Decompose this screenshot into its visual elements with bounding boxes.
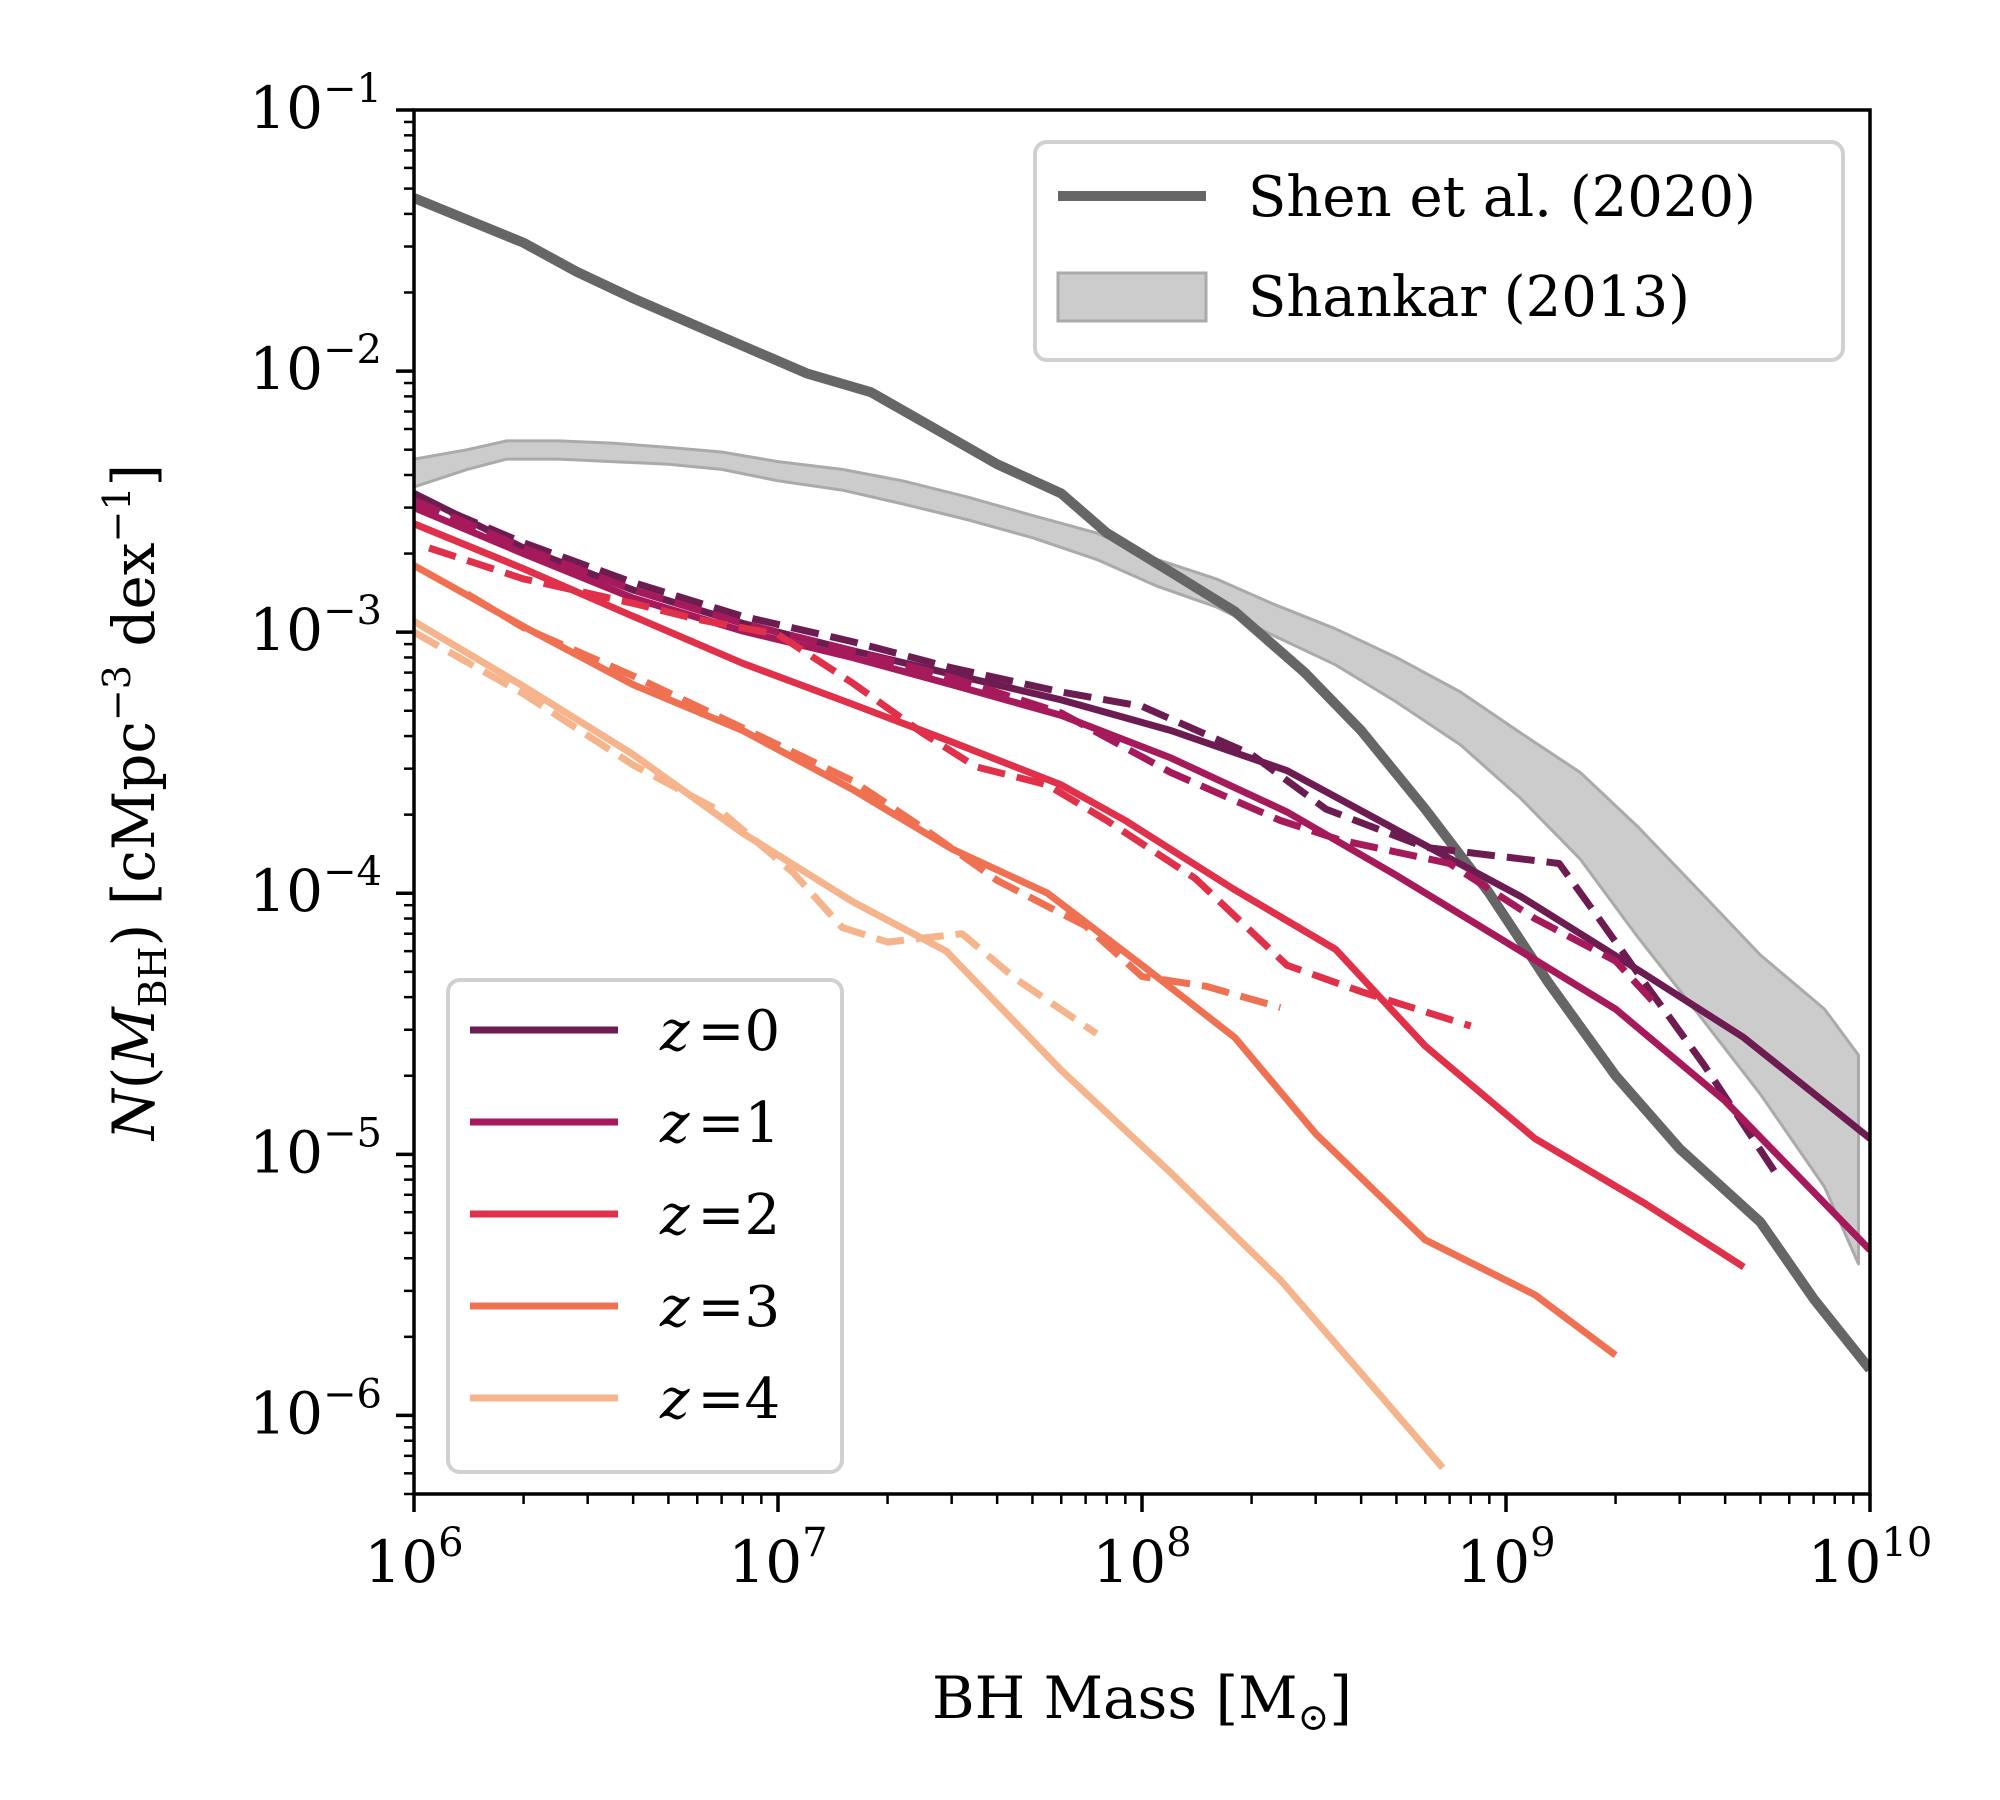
legend-label-z-value: =0 bbox=[698, 999, 781, 1064]
shankar-legend-patch bbox=[1056, 271, 1208, 323]
x-tick-label: 107 bbox=[728, 1520, 827, 1596]
y-tick-base: 10 bbox=[249, 857, 323, 925]
legend-label-z0: z =0 bbox=[659, 999, 780, 1064]
y-tick-label: 10−5 bbox=[249, 1110, 382, 1186]
x-tick-label: 109 bbox=[1456, 1520, 1555, 1596]
x-tick-exponent: 8 bbox=[1166, 1520, 1191, 1566]
legend-label-z-value: =3 bbox=[698, 1275, 781, 1340]
reference-legend: Shen et al. (2020) Shankar (2013) bbox=[1033, 140, 1845, 362]
y-tick-exponent: −2 bbox=[323, 327, 382, 373]
x-tick-exponent: 7 bbox=[802, 1520, 827, 1566]
x-tick-label: 106 bbox=[364, 1520, 463, 1596]
shen-legend-label: Shen et al. (2020) bbox=[1248, 165, 1756, 230]
series-z2-solid-line bbox=[414, 520, 1746, 1271]
x-tick-base: 10 bbox=[1456, 1528, 1530, 1596]
shen-2020-line bbox=[414, 193, 1870, 1373]
redshift-legend: z =0z =1z =2z =3z =4 bbox=[446, 978, 844, 1474]
y-tick-exponent: −4 bbox=[323, 849, 382, 895]
x-tick-exponent: 9 bbox=[1530, 1520, 1555, 1566]
series-layer bbox=[414, 490, 1870, 1471]
x-tick-base: 10 bbox=[1092, 1528, 1166, 1596]
y-tick-exponent: −1 bbox=[323, 66, 382, 112]
x-tick-base: 10 bbox=[1808, 1528, 1882, 1596]
legend-label-z-var: z bbox=[659, 1183, 690, 1248]
y-tick-exponent: −5 bbox=[323, 1110, 382, 1156]
y-tick-base: 10 bbox=[249, 1118, 323, 1186]
legend-label-z4: z =4 bbox=[659, 1367, 780, 1432]
y-tick-label: 10−4 bbox=[249, 849, 382, 925]
legend-label-z-var: z bbox=[659, 1275, 690, 1340]
y-tick-label: 10−2 bbox=[249, 327, 382, 403]
y-tick-labels: 10−110−210−310−410−510−6 bbox=[249, 66, 382, 1447]
series-z1-dashed-line bbox=[414, 497, 1660, 1009]
x-tick-label: 108 bbox=[1092, 1520, 1191, 1596]
y-tick-label: 10−6 bbox=[249, 1371, 382, 1447]
legend-label-z-var: z bbox=[659, 999, 690, 1064]
y-tick-label: 10−3 bbox=[249, 588, 382, 664]
x-tick-label: 1010 bbox=[1808, 1520, 1933, 1596]
legend-label-z3: z =3 bbox=[659, 1275, 780, 1340]
x-tick-exponent: 10 bbox=[1881, 1520, 1932, 1566]
y-tick-exponent: −3 bbox=[323, 588, 382, 634]
x-tick-base: 10 bbox=[728, 1528, 802, 1596]
reference-layer bbox=[414, 193, 1870, 1373]
x-tick-exponent: 6 bbox=[438, 1520, 463, 1566]
y-tick-base: 10 bbox=[249, 74, 323, 142]
legend-label-z-var: z bbox=[659, 1091, 690, 1156]
x-tick-labels: 106 107 108 109 1010 bbox=[364, 1520, 1932, 1596]
plot-frame bbox=[412, 108, 1872, 1496]
y-axis-title: N(MBH) [cMpc−3 dex−1] bbox=[95, 464, 175, 1142]
y-tick-exponent: −6 bbox=[323, 1371, 382, 1417]
y-tick-base: 10 bbox=[249, 1379, 323, 1447]
legend-label-z-value: =1 bbox=[698, 1091, 781, 1156]
shankar-2013-band bbox=[414, 439, 1860, 1266]
legend-label-z1: z =1 bbox=[659, 1091, 780, 1156]
reference-legend-box bbox=[1033, 140, 1845, 362]
y-tick-base: 10 bbox=[249, 596, 323, 664]
series-z4-dashed-line bbox=[414, 629, 1099, 1037]
x-tick-base: 10 bbox=[364, 1528, 438, 1596]
series-z2-dashed-line bbox=[428, 544, 1472, 1030]
y-tick-label: 10−1 bbox=[249, 66, 382, 142]
redshift-legend-box bbox=[446, 978, 844, 1474]
series-z4-solid-line bbox=[414, 618, 1446, 1471]
legend-label-z-var: z bbox=[659, 1367, 690, 1432]
legend-label-z-value: =2 bbox=[698, 1183, 781, 1248]
legend-label-z2: z =2 bbox=[659, 1183, 780, 1248]
series-z3-solid-line bbox=[414, 562, 1618, 1359]
x-axis-title: BH Mass [M⊙] bbox=[932, 1664, 1352, 1739]
series-z0-dashed-line bbox=[414, 493, 1779, 1175]
series-z1-solid-line bbox=[414, 504, 1870, 1253]
shankar-legend-label: Shankar (2013) bbox=[1248, 265, 1690, 330]
legend-label-z-value: =4 bbox=[698, 1367, 781, 1432]
y-tick-base: 10 bbox=[249, 335, 323, 403]
